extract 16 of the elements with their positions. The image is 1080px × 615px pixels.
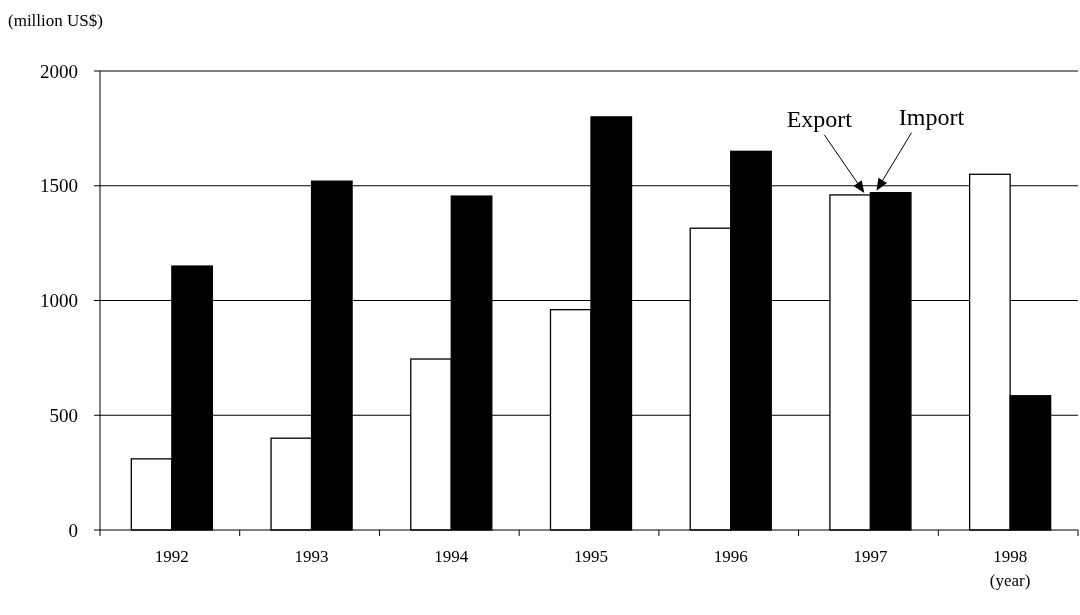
x-axis-title: (year) [989, 571, 1031, 590]
x-tick-label: 1993 [294, 547, 329, 566]
x-tick-label: 1992 [154, 547, 189, 566]
y-tick-label: 0 [68, 519, 78, 541]
x-tick-label: 1995 [574, 547, 608, 566]
x-tick-label: 1997 [853, 547, 888, 566]
x-tick-label: 1998 [993, 547, 1028, 566]
y-tick-label: 1000 [40, 290, 78, 312]
y-tick-label: 2000 [40, 60, 78, 82]
annotation: Import [898, 103, 965, 130]
x-tick-label: 1994 [434, 547, 469, 566]
y-axis-title: (million US$) [8, 11, 103, 30]
x-tick-label: 1996 [713, 547, 748, 566]
y-tick-label: 500 [49, 404, 78, 426]
y-tick-label: 1500 [40, 175, 78, 197]
annotation: Export [786, 105, 853, 132]
